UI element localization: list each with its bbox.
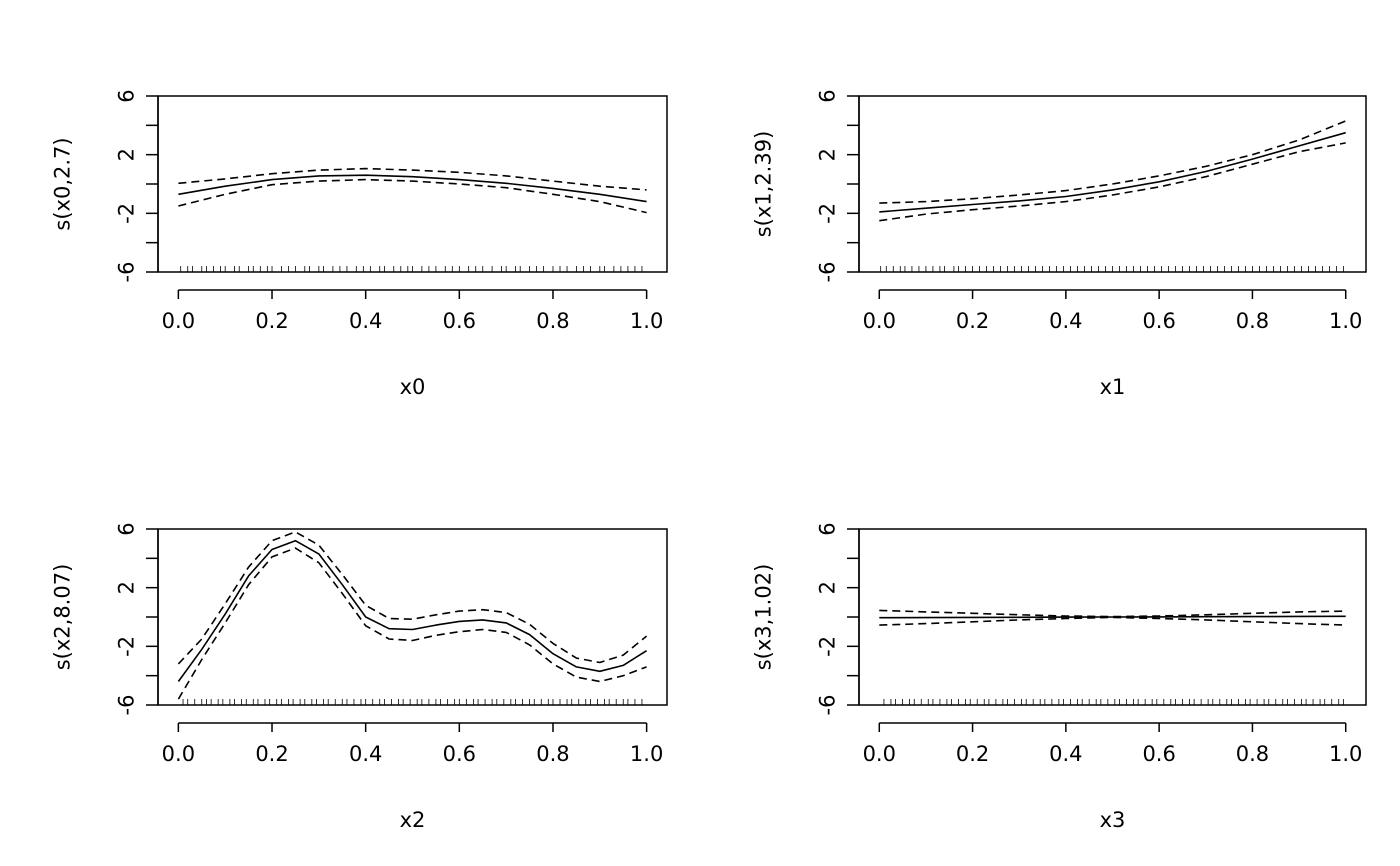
x-tick-label: 0.4 (1049, 742, 1082, 766)
smooth-estimate-line (178, 174, 647, 203)
x-tick-label: 0.0 (863, 742, 896, 766)
panel-2: 0.0 0.2 0.4 0.6 0.8 1.0 x1 -6 -2 2 6 s(x1,2.39) (751, 89, 1367, 399)
x-tick-label: 0.2 (956, 309, 989, 333)
x-tick-label: 0.8 (536, 742, 569, 766)
x-tick-label: 0.6 (443, 309, 476, 333)
plot-frame (157, 95, 668, 273)
confidence-band-line (177, 547, 647, 700)
x-tick-label: 0.8 (1236, 742, 1269, 766)
plot-frame (157, 528, 668, 706)
x-axis-label: x0 (400, 375, 426, 399)
panel-4: 0.0 0.2 0.4 0.6 0.8 1.0 x3 -6 -2 2 6 s(x3,1.02) (751, 522, 1367, 832)
x-tick-label: 0.2 (255, 309, 288, 333)
panel-3: 0.0 0.2 0.4 0.6 0.8 1.0 x2 -6 -2 2 6 s(x2,8.07) (50, 522, 668, 832)
x-axis-label: x3 (1100, 808, 1126, 832)
y-tick-label: -6 (114, 695, 138, 716)
x-tick-label: 0.6 (443, 742, 476, 766)
x-tick-label: 1.0 (630, 742, 663, 766)
y-tick-label: -2 (815, 203, 839, 224)
x-tick-label: 0.2 (255, 742, 288, 766)
y-tick-label: -2 (815, 636, 839, 657)
y-axis-label: s(x2,8.07) (50, 564, 74, 671)
confidence-band-line (178, 167, 647, 191)
y-tick-label: -6 (815, 262, 839, 283)
x-axis-label: x2 (400, 808, 426, 832)
x-tick-label: 0.4 (349, 742, 382, 766)
y-tick-label: 2 (815, 148, 839, 161)
confidence-band-line (879, 120, 1347, 204)
x-tick-label: 0.0 (162, 742, 195, 766)
x-tick-label: 1.0 (1329, 742, 1362, 766)
y-tick-label: -2 (114, 203, 138, 224)
confidence-band-line (177, 531, 648, 665)
x-tick-label: 1.0 (1329, 309, 1362, 333)
confidence-band-line (879, 142, 1346, 222)
confidence-band-line (879, 609, 1346, 618)
y-axis-label: s(x3,1.02) (751, 564, 775, 671)
y-axis-label: s(x0,2.7) (50, 137, 74, 230)
x-tick-label: 0.6 (1142, 742, 1175, 766)
x-tick-label: 0.8 (536, 309, 569, 333)
y-axis-label: s(x1,2.39) (751, 131, 775, 238)
y-tick-label: 2 (815, 581, 839, 594)
x-tick-label: 0.6 (1142, 309, 1175, 333)
smooth-estimate-line (879, 615, 1346, 619)
x-tick-label: 0.0 (162, 309, 195, 333)
x-tick-label: 0.2 (956, 742, 989, 766)
smooth-estimate-line (879, 131, 1346, 213)
y-tick-label: 6 (114, 89, 138, 102)
x-axis-label: x1 (1100, 375, 1126, 399)
y-tick-label: 6 (114, 522, 138, 535)
x-tick-label: 0.4 (1049, 309, 1082, 333)
y-tick-label: 6 (815, 522, 839, 535)
y-tick-label: -6 (114, 262, 138, 283)
y-tick-label: 2 (114, 148, 138, 161)
x-tick-label: 1.0 (630, 309, 663, 333)
x-tick-label: 0.4 (349, 309, 382, 333)
x-tick-label: 0.8 (1236, 309, 1269, 333)
panel-1: 0.0 0.2 0.4 0.6 0.8 1.0 x0 -6 -2 2 6 s(x0,2.7) (50, 89, 668, 399)
y-tick-label: -2 (114, 636, 138, 657)
y-tick-label: 6 (815, 89, 839, 102)
confidence-band-line (178, 178, 647, 214)
y-tick-label: 2 (114, 581, 138, 594)
smooth-estimate-line (177, 539, 648, 682)
confidence-band-line (879, 616, 1346, 626)
y-tick-label: -6 (815, 695, 839, 716)
x-tick-label: 0.0 (863, 309, 896, 333)
